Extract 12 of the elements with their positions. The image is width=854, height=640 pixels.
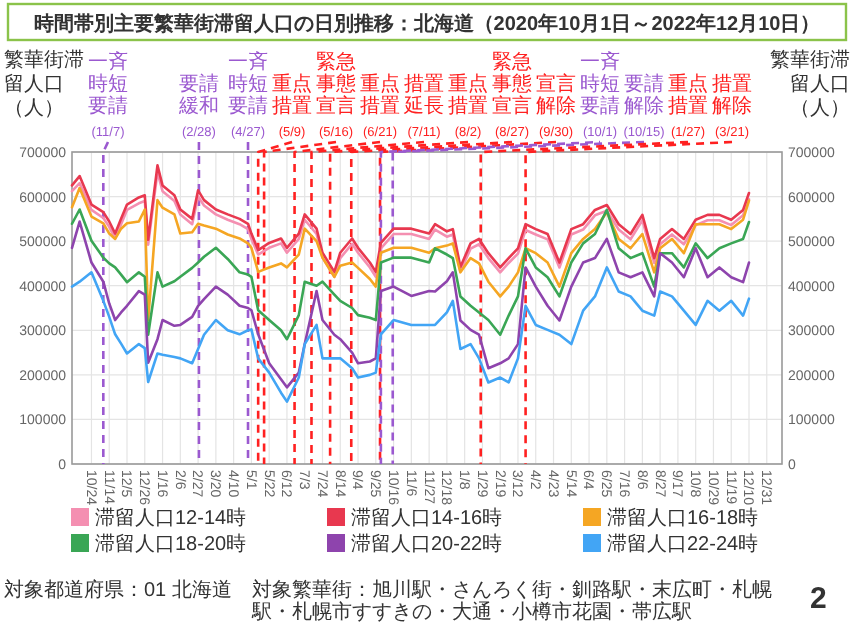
legend-label: 滞留人口22-24時 xyxy=(607,532,759,556)
text: 対象繁華街：旭川駅・さんろく街・釧路駅・末広町・札幌駅・札幌市すすきの・大通・小樽市花園・帯広駅 xyxy=(252,580,774,624)
legend-label: 滞留人口16-18時 xyxy=(607,506,759,530)
legend-label: 滞留人口14-16時 xyxy=(351,506,503,530)
legend-label: 滞留人口20-22時 xyxy=(351,532,503,556)
chart-title: 時間帯別主要繁華街滞留人口の日別推移：北海道（2020年10月1日～2022年12月10日） xyxy=(33,12,821,36)
y2-axis-title: 繁華街滞留人口（人） xyxy=(770,50,850,122)
y-axis-title: 繁華街滞留人口（人） xyxy=(4,50,84,122)
legend-label: 滞留人口18-20時 xyxy=(95,532,247,556)
text: 2 xyxy=(810,582,829,616)
text: 対象都道府県：01 北海道 xyxy=(4,580,234,602)
legend-label: 滞留人口12-14時 xyxy=(95,506,247,530)
